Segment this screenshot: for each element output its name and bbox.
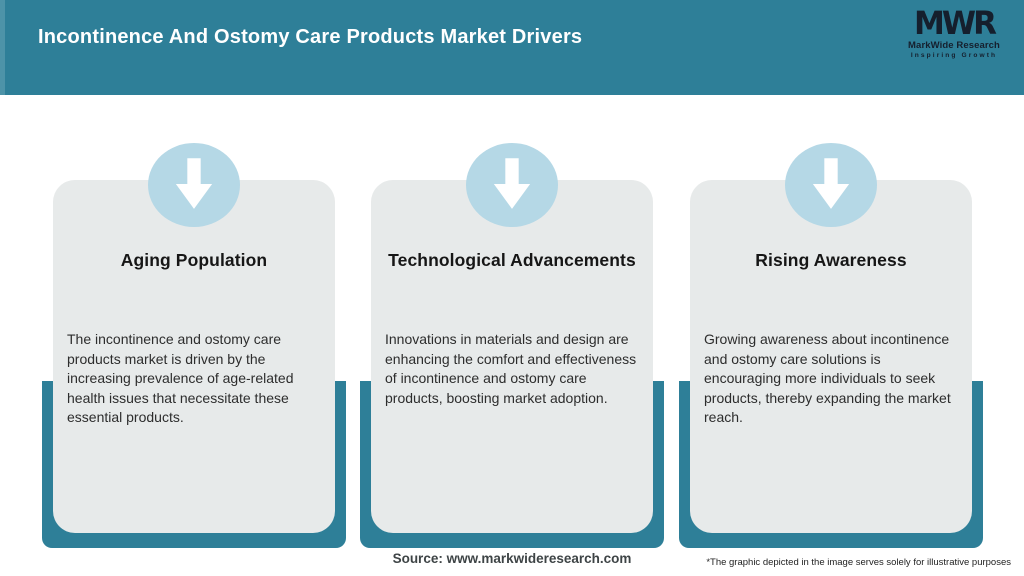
card-title: Technological Advancements [388, 250, 636, 270]
card-description: Innovations in materials and design are … [385, 331, 637, 406]
card-rising-awareness: Rising Awareness Growing awareness about… [690, 180, 972, 533]
page-title: Incontinence And Ostomy Care Products Ma… [38, 26, 583, 48]
icon-circle [785, 143, 877, 227]
logo-tagline: Inspiring Growth [910, 52, 998, 59]
disclaimer-text: *The graphic depicted in the image serve… [706, 557, 1011, 568]
card-title: Rising Awareness [755, 250, 907, 270]
card-description: The incontinence and ostomy care product… [67, 331, 294, 425]
logo-monogram: MWR [914, 5, 997, 43]
card-aging-population: Aging Population The incontinence and os… [53, 180, 335, 533]
card-technological-advancements: Technological Advancements Innovations i… [371, 180, 653, 533]
icon-circle [466, 143, 558, 227]
logo-name: MarkWide Research [908, 40, 1000, 51]
icon-circle [148, 143, 240, 227]
source-url[interactable]: Source: www.markwideresearch.com [392, 551, 632, 566]
card-title: Aging Population [120, 250, 268, 270]
header-bar: Incontinence And Ostomy Care Products Ma… [0, 0, 1024, 95]
down-arrow-icon [491, 158, 533, 212]
card-description: Growing awareness about incontinence and… [704, 331, 951, 425]
markwide-research-logo: MWR MarkWide Research Inspiring Growth [902, 5, 1006, 60]
down-arrow-icon [173, 158, 215, 212]
down-arrow-icon [810, 158, 852, 212]
